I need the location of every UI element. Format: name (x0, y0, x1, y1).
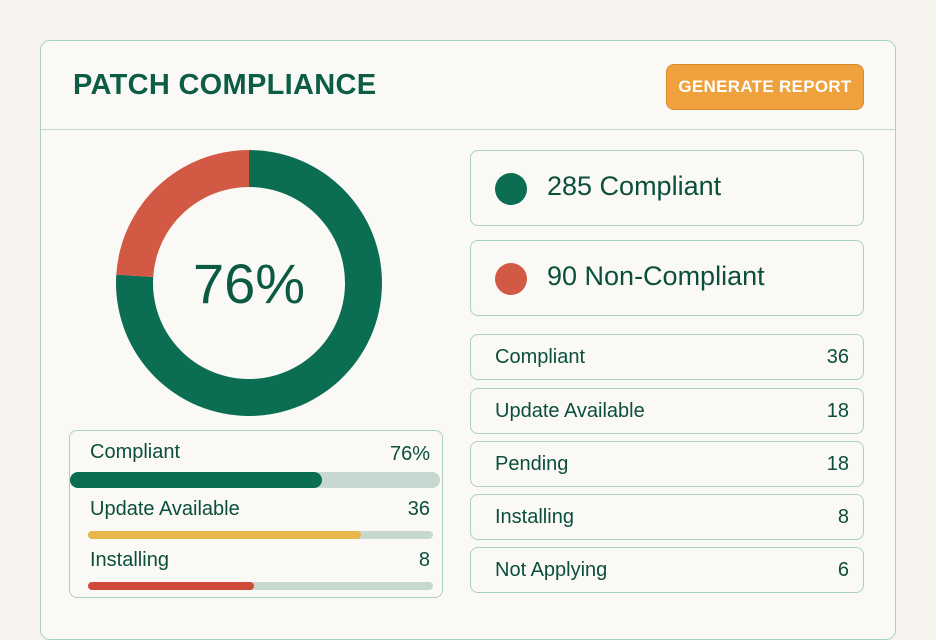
status-row-compliant[interactable]: Compliant 36 (470, 334, 864, 380)
stat-card-compliant: 285 Compliant (470, 150, 864, 226)
progress-label: Update Available (90, 498, 240, 520)
panel-header: PATCH COMPLIANCE GENERATE REPORT (41, 41, 895, 130)
page-title: PATCH COMPLIANCE (73, 69, 377, 101)
progress-fill-installing (88, 582, 254, 590)
status-label: Installing (495, 506, 574, 528)
status-label: Update Available (495, 400, 645, 422)
progress-label: Installing (90, 549, 169, 571)
stat-text: 285 Compliant (547, 171, 722, 201)
progress-label: Compliant (90, 441, 181, 463)
compliance-donut-chart (116, 150, 382, 416)
status-count: 18 (826, 453, 849, 475)
status-count: 6 (837, 559, 849, 581)
donut-center-percentage: 76% (192, 251, 306, 315)
status-count: 8 (837, 506, 849, 528)
progress-fill-update-available (88, 531, 361, 539)
status-row-update-available[interactable]: Update Available 18 (470, 388, 864, 434)
progress-track (70, 472, 440, 488)
progress-value: 36 (407, 498, 430, 520)
stat-text: 90 Non-Compliant (547, 261, 765, 291)
green-dot-icon (495, 173, 527, 205)
progress-track (88, 531, 433, 539)
stat-card-non-compliant: 90 Non-Compliant (470, 240, 864, 316)
progress-track (88, 582, 433, 590)
status-count: 36 (826, 346, 849, 368)
generate-report-button[interactable]: GENERATE REPORT (666, 64, 864, 110)
progress-value: 76% (389, 443, 430, 465)
progress-value: 8 (418, 549, 430, 571)
status-count: 18 (826, 400, 849, 422)
status-label: Pending (495, 453, 569, 475)
progress-fill-compliant (70, 472, 322, 488)
status-label: Not Applying (495, 559, 608, 581)
status-row-pending[interactable]: Pending 18 (470, 441, 864, 487)
status-row-not-applying[interactable]: Not Applying 6 (470, 547, 864, 593)
status-row-installing[interactable]: Installing 8 (470, 494, 864, 540)
red-dot-icon (495, 263, 527, 295)
status-label: Compliant (495, 346, 586, 368)
patch-compliance-panel: PATCH COMPLIANCE GENERATE REPORT 76% Com… (40, 40, 896, 640)
donut-slice-non-compliant (116, 150, 249, 277)
progress-legend: Compliant 76% Update Available 36 Instal… (69, 430, 443, 598)
